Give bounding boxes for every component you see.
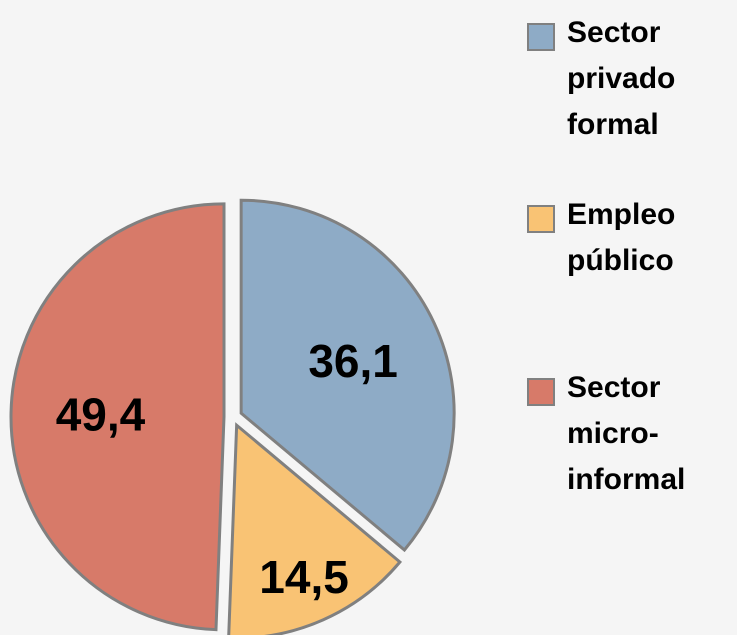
pie-slice <box>227 422 403 635</box>
pie-slice <box>9 202 226 632</box>
legend-label: Sector privado formal <box>567 16 676 141</box>
data-label: 36,1 <box>308 335 398 387</box>
data-label: 14,5 <box>259 551 349 603</box>
legend-swatch <box>527 205 555 233</box>
data-label: 49,4 <box>56 389 146 441</box>
pie-area: 36,1 14,5 49,4 <box>9 198 456 635</box>
pie-slice <box>239 198 456 553</box>
legend-label: Empleo público <box>567 198 676 277</box>
legend-label: Sector micro-informal <box>567 371 686 496</box>
legend-swatch <box>527 378 555 406</box>
legend-swatch <box>527 23 555 51</box>
